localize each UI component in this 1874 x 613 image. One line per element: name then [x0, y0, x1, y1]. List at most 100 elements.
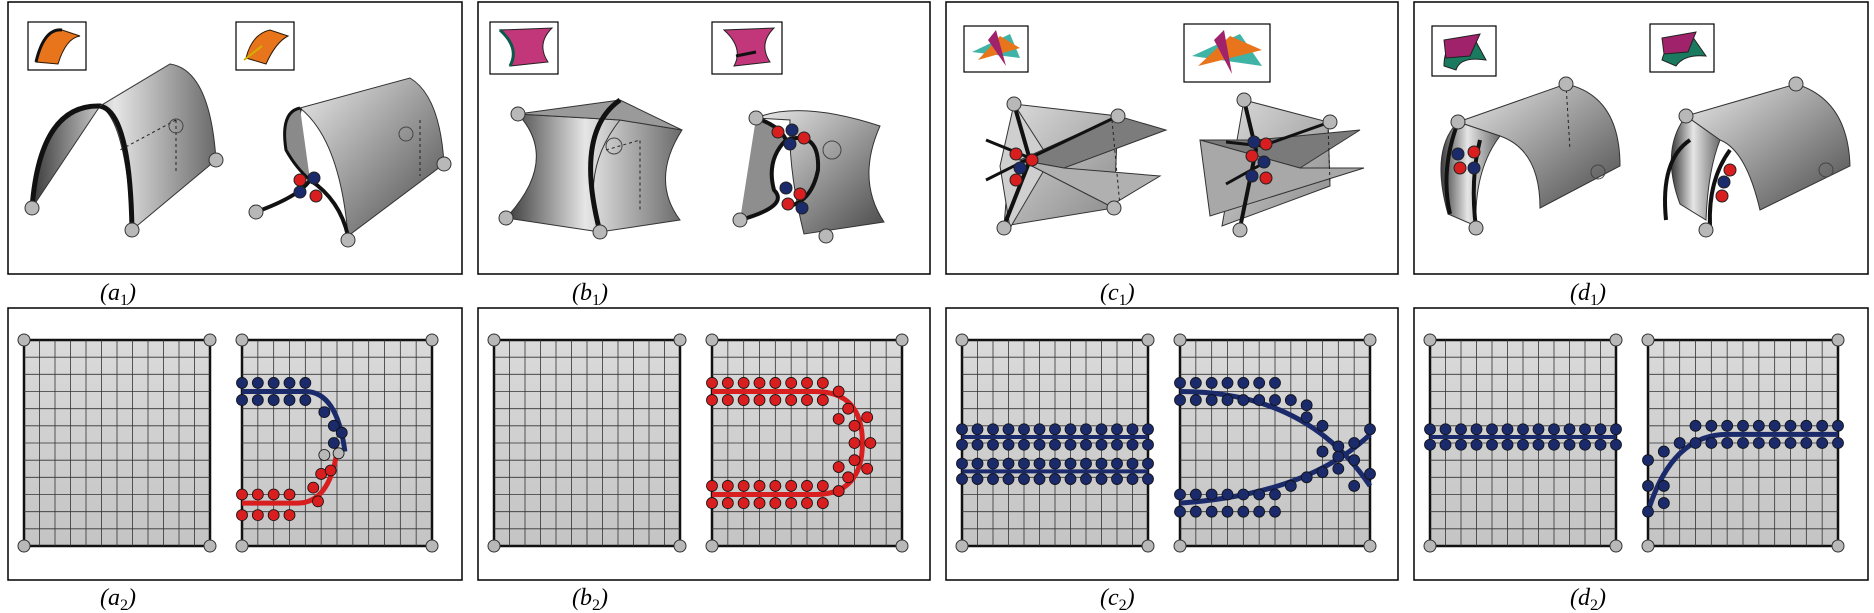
crease-node: [816, 480, 829, 492]
crease-node: [1752, 437, 1765, 449]
crease-node: [1689, 437, 1702, 449]
crease-node: [1486, 423, 1498, 436]
crease-node: [1284, 394, 1297, 406]
crease-node: [753, 480, 766, 492]
crease-node: [1501, 423, 1514, 436]
crease-node: [785, 497, 798, 509]
crease-node: [1269, 394, 1281, 406]
crease-line: [1645, 431, 1838, 513]
folded-sheet-b1-unfolded: [498, 97, 683, 240]
crease-node: [1316, 466, 1329, 479]
panel-a2: [7, 307, 463, 581]
crease-node: [832, 413, 845, 425]
crease-node: [1532, 423, 1545, 436]
panel-d1: [1413, 1, 1869, 275]
crease-node: [1332, 450, 1345, 463]
corner-node: [1141, 333, 1155, 347]
crease-node: [1657, 497, 1670, 509]
corner-node: [487, 539, 501, 553]
corner-node: [235, 539, 249, 553]
corner-node: [1173, 333, 1187, 347]
corner-node: [17, 539, 31, 553]
crease-node: [753, 394, 766, 406]
corner-node: [1423, 539, 1437, 553]
crease-node: [236, 509, 248, 521]
corner-node: [895, 333, 909, 347]
corner-node: [425, 539, 439, 553]
inset-thumbnail-d1-left: [1431, 25, 1497, 77]
corner-node: [1641, 539, 1655, 553]
folded-sheet-c1-folded: [1199, 92, 1365, 238]
crease-pattern-row: [7, 307, 1869, 581]
label-c1: (c1): [1100, 280, 1135, 309]
crease-node: [1018, 473, 1030, 485]
corner-node: [1641, 333, 1655, 347]
corner-node: [955, 333, 969, 347]
inset-thumbnail-a1-left: [27, 21, 87, 71]
crease-node: [1126, 473, 1139, 485]
crease-node: [1033, 457, 1046, 470]
crease-node: [1579, 423, 1591, 436]
folded-sheet-d1-folded: [1663, 76, 1851, 238]
corner-node: [955, 539, 969, 553]
crease-node: [848, 437, 861, 449]
label-b1: (b1): [572, 280, 608, 309]
folded-sheet-c1-unfolded: [985, 96, 1168, 236]
label-a2: (a2): [100, 585, 136, 613]
crease-node: [299, 394, 312, 406]
crease-node: [1737, 419, 1749, 432]
corner-node: [425, 333, 439, 347]
crease-node: [1768, 437, 1781, 449]
corner-node: [1831, 539, 1845, 553]
corner-node: [895, 539, 909, 553]
corner-node: [203, 333, 217, 347]
crease-node: [1205, 394, 1218, 406]
crease-node: [1049, 423, 1061, 436]
crease-node: [1221, 505, 1234, 518]
crease-node: [1594, 423, 1607, 436]
crease-node: [1439, 438, 1452, 451]
crease-node: [1517, 438, 1529, 451]
crease-node: [1237, 505, 1250, 518]
corner-node: [203, 539, 217, 553]
crease-node: [1064, 438, 1077, 451]
label-b2: (b2): [572, 585, 608, 613]
crease-node: [1455, 438, 1467, 451]
inset-thumbnail-b1-right: [711, 21, 783, 75]
corner-node: [673, 333, 687, 347]
crease-node: [832, 461, 845, 473]
crease-node: [236, 377, 248, 389]
crease-node: [1174, 377, 1186, 389]
crease-node: [1205, 488, 1218, 501]
crease-node: [737, 394, 750, 406]
crease-node: [1832, 437, 1844, 449]
crease-node: [816, 394, 829, 406]
crease-node: [1221, 394, 1234, 406]
crease-node: [318, 449, 331, 461]
inset-thumbnail-b1-left: [489, 21, 559, 75]
crease-node: [971, 457, 984, 470]
crease-node: [842, 471, 855, 484]
crease-node: [737, 377, 750, 389]
grid-folded: [235, 333, 439, 553]
crease-node: [1237, 394, 1250, 406]
crease-node: [1705, 437, 1718, 449]
crease-node: [1424, 438, 1436, 451]
crease-node: [1800, 419, 1813, 432]
crease-node: [1174, 394, 1186, 406]
crease-node: [1300, 471, 1313, 484]
crease-node: [1768, 419, 1781, 432]
crease-node: [1316, 445, 1329, 458]
crease-node: [706, 497, 718, 509]
grid-folded: [705, 333, 909, 553]
crease-node: [267, 394, 280, 406]
crease-node: [1364, 423, 1376, 436]
crease-node: [1142, 438, 1154, 451]
corner-node: [235, 333, 249, 347]
crease-node: [267, 488, 280, 501]
crease-node: [1033, 473, 1046, 485]
crease-node: [1080, 473, 1092, 485]
crease-node: [1316, 419, 1329, 432]
folded-sheet-b1-folded: [732, 110, 885, 244]
